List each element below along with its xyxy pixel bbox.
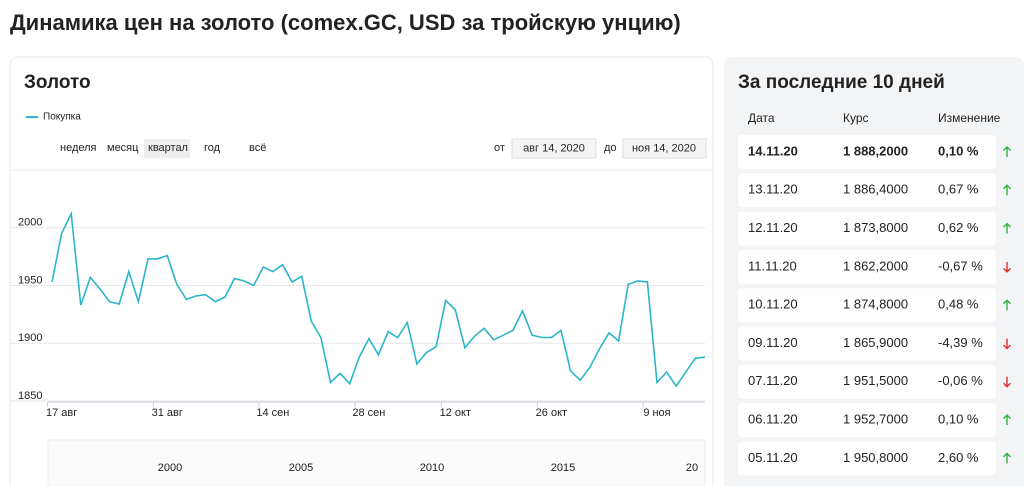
- table-cell: 0,62 %: [938, 220, 979, 235]
- x-tick-label: 14 сен: [256, 407, 289, 419]
- period-button[interactable]: всё: [249, 142, 266, 154]
- table-cell: 13.11.20: [748, 182, 798, 197]
- y-tick-label: 1950: [18, 274, 42, 286]
- table-row: [738, 364, 996, 399]
- direction-arrow: [1003, 452, 1011, 464]
- period-button[interactable]: неделя: [60, 142, 97, 154]
- from-input[interactable]: [511, 138, 597, 159]
- page-title: Динамика цен на золото (comex.GC, USD за…: [10, 10, 681, 35]
- navigator-label: 2005: [289, 462, 313, 474]
- direction-arrow: [1003, 338, 1011, 350]
- table-cell: 10.11.20: [748, 297, 798, 312]
- direction-arrow: [1003, 414, 1011, 426]
- table-cell: 09.11.20: [748, 335, 798, 350]
- direction-arrow: [1003, 146, 1011, 157]
- navigator[interactable]: [47, 439, 706, 486]
- table-cell: 0,67 %: [938, 182, 979, 197]
- table-row: [738, 441, 996, 476]
- to-date[interactable]: ноя 14, 2020: [632, 142, 696, 154]
- period-button[interactable]: год: [204, 142, 221, 154]
- table-cell: 1 951,5000: [843, 373, 908, 388]
- x-tick-label: 12 окт: [440, 407, 471, 419]
- table-cell: 1 886,4000: [843, 182, 908, 197]
- table-row: [738, 288, 996, 323]
- period-button[interactable]: квартал: [148, 142, 188, 154]
- table-cell: 0,48 %: [938, 297, 979, 312]
- table-cell: -0,67 %: [938, 258, 983, 273]
- table-cell: 0,10 %: [938, 412, 979, 427]
- x-tick-label: 26 окт: [536, 407, 567, 419]
- navigator-label: 2000: [158, 462, 182, 474]
- table-cell: 1 874,8000: [843, 297, 908, 312]
- table-row: [738, 403, 996, 438]
- table-cell: -4,39 %: [938, 335, 983, 350]
- from-date[interactable]: авг 14, 2020: [523, 142, 585, 154]
- chart-title: Золото: [24, 72, 91, 93]
- table-cell: 1 888,2000: [843, 143, 908, 158]
- navigator-label: 2010: [420, 462, 444, 474]
- table-cell: 1 865,9000: [843, 335, 908, 350]
- table-cell: 1 952,7000: [843, 412, 908, 427]
- to-input[interactable]: [622, 138, 707, 159]
- direction-arrow: [1003, 222, 1011, 234]
- table-cell: 0,10 %: [938, 143, 979, 158]
- chart-panel: [9, 56, 714, 486]
- table-header: Курс: [843, 111, 869, 125]
- table-header: Изменение: [938, 111, 1001, 125]
- table-cell: 14.11.20: [748, 143, 798, 158]
- period-selected: [144, 139, 190, 158]
- table-row: [738, 249, 996, 284]
- table-cell: 12.11.20: [748, 220, 798, 235]
- table-header: Дата: [748, 111, 775, 125]
- x-tick-label: 17 авг: [46, 407, 77, 419]
- table-cell: 05.11.20: [748, 450, 798, 465]
- table-cell: 1 873,8000: [843, 220, 908, 235]
- y-tick-label: 1900: [18, 332, 42, 344]
- table-cell: 1 950,8000: [843, 450, 908, 465]
- legend-label: Покупка: [43, 112, 81, 123]
- table-cell: -0,06 %: [938, 373, 983, 388]
- x-tick-label: 28 сен: [352, 407, 385, 419]
- table-row: [738, 326, 996, 361]
- direction-arrow: [1003, 299, 1011, 311]
- navigator-label: 20: [686, 462, 698, 474]
- direction-arrow: [1003, 261, 1011, 273]
- table-row: [738, 211, 996, 246]
- navigator-label: 2015: [551, 462, 575, 474]
- price-line: [51, 211, 706, 388]
- table-title: За последние 10 дней: [738, 72, 945, 93]
- direction-arrow: [1003, 376, 1011, 388]
- y-tick-label: 1850: [18, 390, 42, 402]
- period-button[interactable]: месяц: [107, 142, 139, 154]
- direction-arrow: [1003, 184, 1011, 196]
- table-row: [738, 135, 996, 169]
- table-cell: 06.11.20: [748, 412, 798, 427]
- y-tick-label: 2000: [18, 217, 42, 229]
- from-label: от: [494, 142, 505, 154]
- table-cell: 1 862,2000: [843, 258, 908, 273]
- x-tick-label: 31 авг: [152, 407, 183, 419]
- x-tick-label: 9 ноя: [643, 407, 670, 419]
- to-label: до: [604, 142, 617, 154]
- table-cell: 07.11.20: [748, 373, 798, 388]
- table-cell: 2,60 %: [938, 450, 979, 465]
- table-cell: 11.11.20: [748, 258, 797, 273]
- table-row: [738, 173, 996, 208]
